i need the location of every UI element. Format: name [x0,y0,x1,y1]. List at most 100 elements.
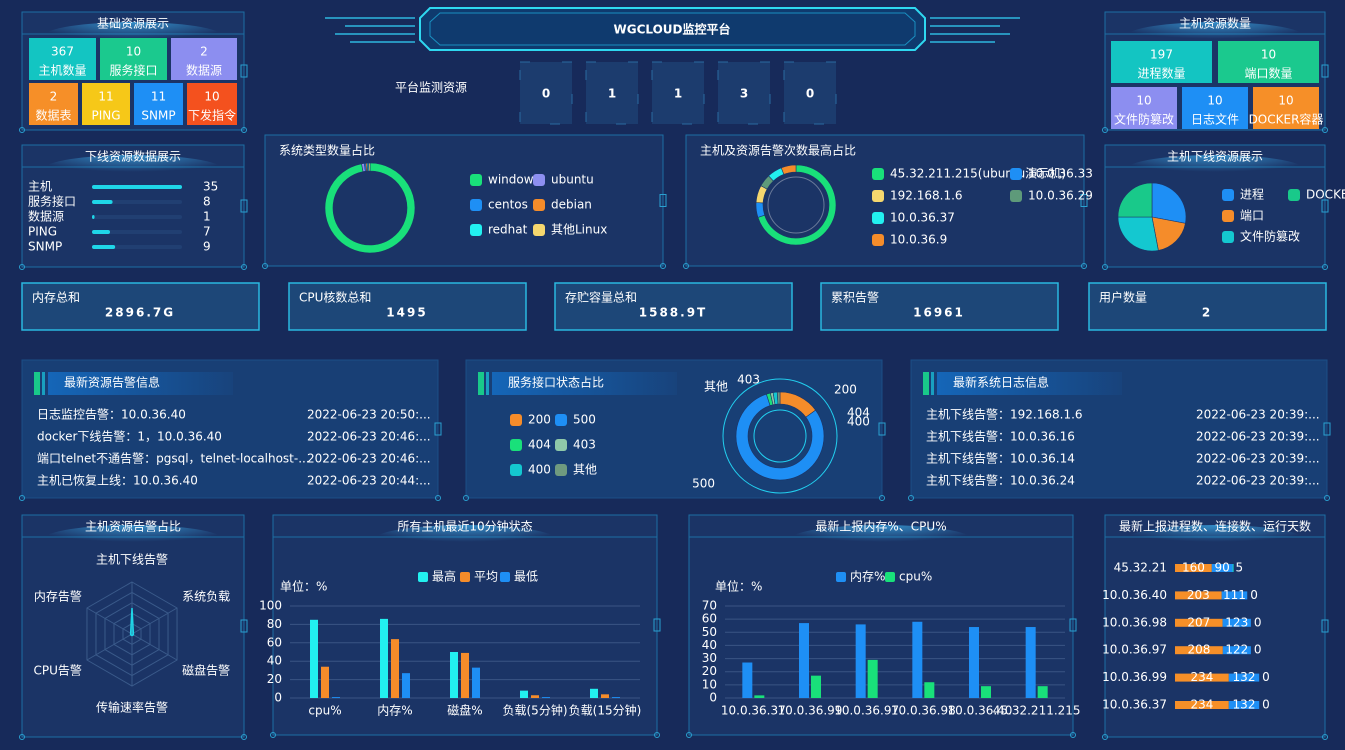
row-time: 2022-06-23 20:50:... [307,408,431,422]
bar [1037,686,1048,698]
tile [134,83,183,125]
panel-corner [686,732,692,738]
tile [1111,41,1212,83]
panel-corner [660,263,666,269]
legend-label: redhat [488,223,528,237]
title-stripes [478,372,484,395]
value-label: 0 [1254,643,1262,657]
stat-label: 累积告警 [831,290,879,305]
legend-label: 进程 [1240,187,1264,202]
bar [402,673,410,698]
y-tick-label: 20 [267,672,282,686]
y-tick-label: 20 [702,664,717,678]
bar [601,694,609,698]
value-label: 35 [203,180,218,194]
bar [855,624,866,698]
value-label: 123 [1225,615,1248,629]
donut-segment [780,164,797,175]
legend-swatch [460,572,470,582]
title-frame [419,7,926,51]
tile-label: 主机数量 [38,63,86,78]
tile-label: 进程数量 [1137,66,1185,81]
x-tick-label: 磁盘% [447,703,482,718]
panel-corner [1322,127,1328,133]
y-tick-label: 60 [702,612,717,626]
legend-label: 端口 [1240,209,1264,223]
legend-swatch [1288,189,1300,201]
category-label: 主机 [28,180,52,194]
legend-label: 400 [528,463,551,477]
value-label: 132 [1233,698,1256,712]
legend-swatch [533,174,545,186]
tile-value: 2 [50,90,58,104]
panel-deco [878,422,886,436]
tile-label: PING [91,109,120,123]
tile-label: 日志文件 [1191,112,1239,127]
value-label: 9 [203,240,211,254]
value-label: 0 [1262,698,1270,712]
bar [92,245,116,249]
tile [187,83,237,125]
bar-segment [1175,618,1223,627]
legend-label: 最低 [514,570,538,584]
panel-title: 主机资源数量 [1179,16,1251,31]
row-time: 2022-06-23 20:39:... [1196,408,1320,422]
tile [171,38,237,80]
row-time: 2022-06-23 20:39:... [1196,474,1320,488]
legend-swatch [1222,189,1234,201]
stat-value: 2896.7G [105,306,175,320]
category-label: 10.0.36.37 [1102,698,1167,712]
segment-label: 500 [692,477,715,491]
monitor-label: 平台监测资源 [395,80,467,95]
bar [92,215,95,219]
x-tick-label: cpu% [308,704,341,718]
bar [867,659,878,698]
bar-segment [1175,564,1212,572]
legend-label: 500 [573,413,596,427]
bar-track [92,215,182,219]
title-glow [791,525,971,553]
legend-label: 403 [573,438,596,452]
y-tick-label: 60 [267,635,282,649]
bar-segment [1211,564,1233,572]
panel-corner [1322,734,1328,740]
category-label: 10.0.36.99 [1102,670,1167,684]
legend-swatch [470,174,482,186]
tile-value: 10 [204,90,219,104]
y-tick-label: 70 [702,599,717,613]
bar [310,619,318,698]
segment-label: 200 [834,383,857,397]
value-label: 208 [1187,643,1210,657]
row-text: 主机已恢复上线：10.0.36.40 [37,474,198,488]
radar-axis [86,633,133,661]
tile-value: 10 [1261,48,1276,62]
x-tick-label: 45.32.211.215 [993,704,1081,718]
row-time: 2022-06-23 20:39:... [1196,452,1320,466]
bar [321,666,329,698]
bar [520,690,528,698]
stat-value: 1588.9T [639,306,708,320]
row-time: 2022-06-23 20:39:... [1196,430,1320,444]
value-label: 160 [1182,561,1205,575]
digit-box [519,61,573,125]
digit: 0 [542,87,550,101]
value-label: 111 [1223,588,1246,602]
value-label: 0 [1254,615,1262,629]
panel-title: 主机资源告警占比 [85,519,181,534]
panel-corner [1324,495,1330,501]
y-tick-label: 40 [267,654,282,668]
ring-deco [753,409,807,463]
title-glow [375,525,555,553]
y-tick-label: 0 [709,691,717,705]
panel-deco [1321,199,1329,213]
legend-swatch [500,572,510,582]
tile-label: SNMP [141,109,175,123]
row-text: 端口telnet不通告警：pgsql，telnet-localhost-... [37,451,310,466]
panel-title: 所有主机最近10分钟状态 [397,519,532,534]
stat-box [820,282,1059,331]
panel-title: 服务接口状态占比 [508,375,604,390]
row-text: 主机下线告警：10.0.36.14 [926,451,1075,466]
panel-deco [1069,618,1077,632]
stat-box [1088,282,1327,331]
bar-segment [1232,564,1234,572]
